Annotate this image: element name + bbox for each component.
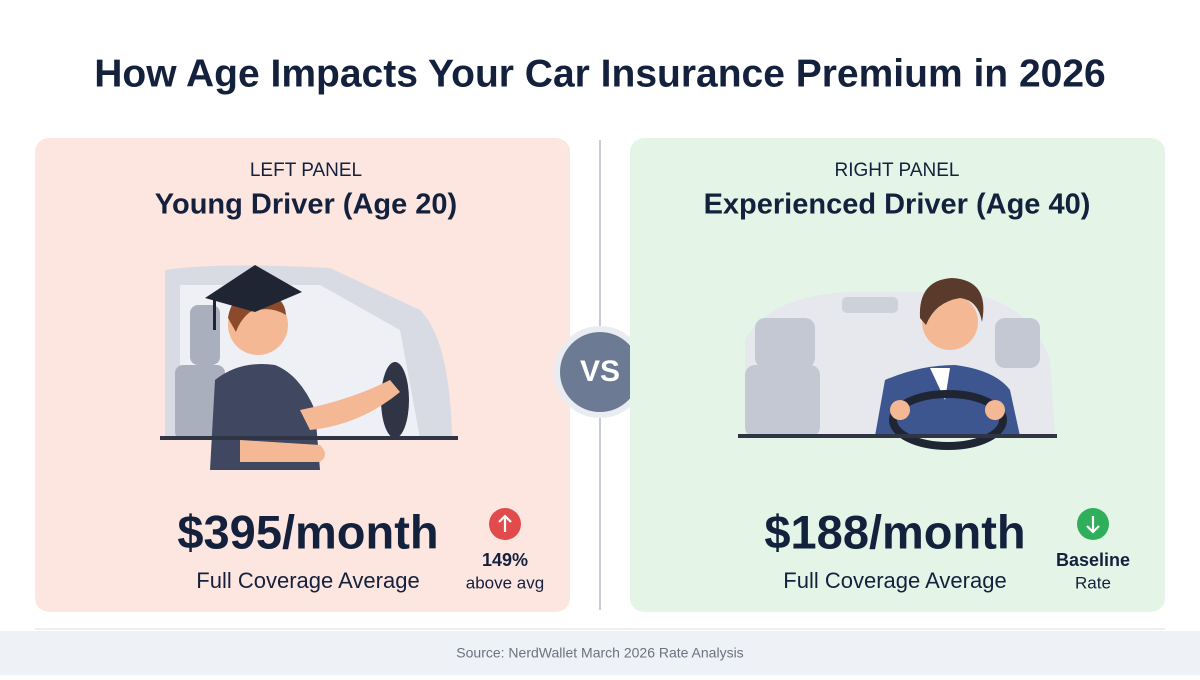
price-caption: Full Coverage Average bbox=[783, 568, 1006, 593]
young-driver-illustration bbox=[160, 265, 458, 470]
experienced-driver-illustration bbox=[738, 278, 1057, 450]
up-arrow bbox=[498, 514, 512, 532]
panel-label: LEFT PANEL bbox=[250, 160, 362, 181]
badge-sub: Rate bbox=[1075, 573, 1111, 592]
vs-label: VS bbox=[580, 355, 620, 388]
down-arrow bbox=[1086, 516, 1100, 534]
title: How Age Impacts Your Car Insurance Premi… bbox=[94, 52, 1105, 95]
badge-sub: above avg bbox=[466, 573, 544, 592]
source: Source: NerdWallet March 2026 Rate Analy… bbox=[456, 645, 743, 661]
badge-main: 149% bbox=[482, 550, 528, 570]
panel-title: Young Driver (Age 20) bbox=[155, 189, 457, 221]
badge-main: Baseline bbox=[1056, 550, 1130, 570]
price: $395/month bbox=[177, 505, 438, 558]
panel-title: Experienced Driver (Age 40) bbox=[704, 189, 1091, 221]
footer bbox=[0, 631, 1200, 675]
panel-label: RIGHT PANEL bbox=[835, 160, 960, 181]
price: $188/month bbox=[764, 505, 1025, 558]
price-caption: Full Coverage Average bbox=[196, 568, 419, 593]
vs-circle bbox=[560, 332, 640, 412]
